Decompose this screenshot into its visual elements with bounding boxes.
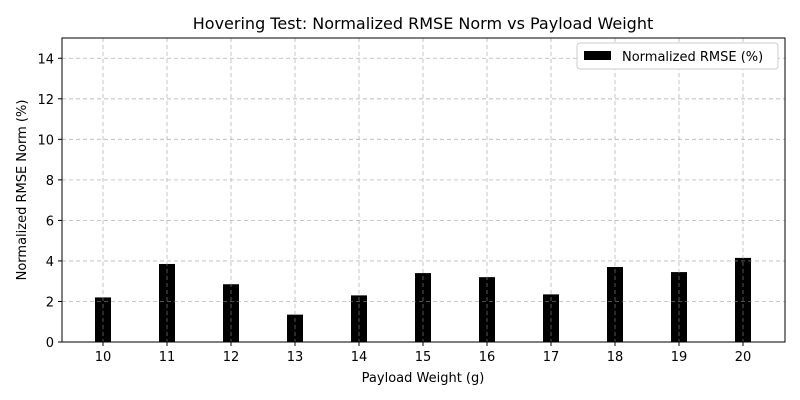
y-axis-ticks: 0 2 4 6 8 10 12 14 <box>37 52 62 351</box>
y-tick-label: 14 <box>37 52 54 67</box>
x-tick-label: 17 <box>543 350 560 365</box>
x-tick-label: 12 <box>223 350 240 365</box>
legend-label: Normalized RMSE (%) <box>622 50 763 65</box>
x-tick-label: 11 <box>159 350 176 365</box>
y-tick-label: 4 <box>46 255 54 270</box>
y-tick-label: 0 <box>46 336 54 351</box>
x-tick-label: 15 <box>415 350 432 365</box>
bar <box>159 263 175 342</box>
x-tick-label: 13 <box>287 350 304 365</box>
y-tick-label: 6 <box>46 214 54 229</box>
y-axis-label: Normalized RMSE Norm (%) <box>15 100 30 281</box>
y-tick-label: 2 <box>46 295 54 310</box>
x-axis-ticks: 10 11 12 13 14 15 16 17 18 19 20 <box>95 342 752 365</box>
chart-title: Hovering Test: Normalized RMSE Norm vs P… <box>193 14 653 33</box>
legend: Normalized RMSE (%) <box>576 42 779 70</box>
y-tick-label: 8 <box>46 174 54 189</box>
y-tick-label: 12 <box>37 93 54 108</box>
x-tick-label: 18 <box>607 350 624 365</box>
legend-box <box>576 42 779 70</box>
x-tick-label: 20 <box>735 350 752 365</box>
y-tick-label: 10 <box>37 133 54 148</box>
x-axis-label: Payload Weight (g) <box>362 371 485 386</box>
bars <box>62 38 785 343</box>
x-tick-label: 10 <box>95 350 112 365</box>
legend-swatch <box>584 51 611 60</box>
x-tick-label: 16 <box>479 350 496 365</box>
x-tick-label: 19 <box>671 350 688 365</box>
x-tick-label: 14 <box>351 350 368 365</box>
bar <box>479 277 495 342</box>
